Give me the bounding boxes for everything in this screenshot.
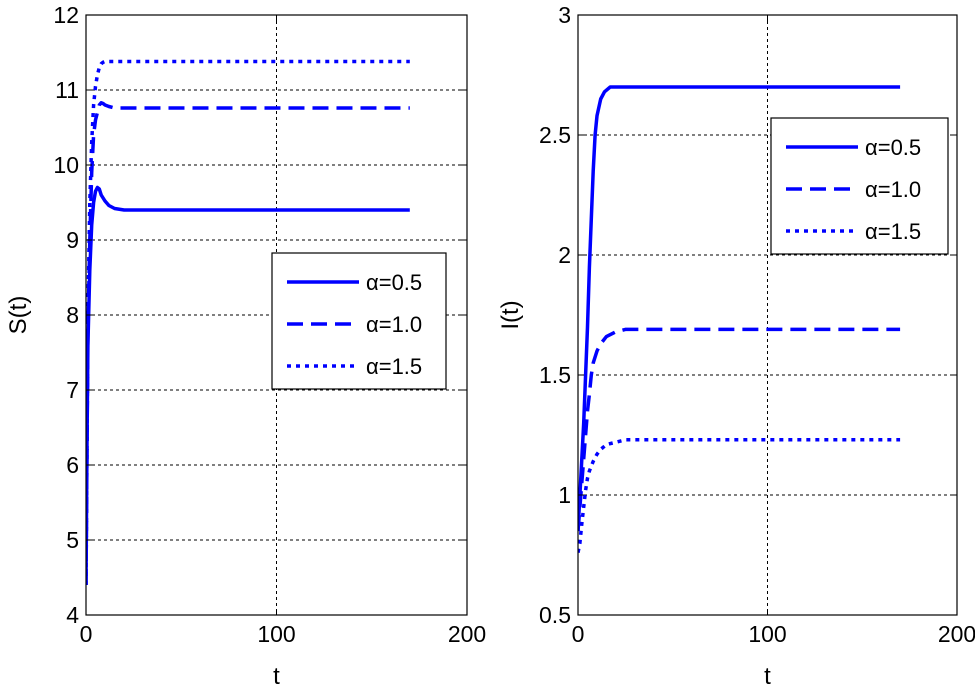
legend-label: α=0.5	[366, 270, 422, 295]
y-tick-label: 12	[53, 2, 79, 28]
chart-s-of-t: 0 100 200 4 5 6 7 8 9 10 11 12 t S(t) α=0.5 α=1.0 α=1.5	[5, 2, 486, 690]
legend: α=0.5 α=1.0 α=1.5	[271, 252, 447, 390]
y-tick-label: 4	[66, 602, 79, 628]
x-tick-label: 100	[257, 621, 295, 647]
legend-box	[271, 252, 447, 390]
series-line-dashed	[578, 327, 901, 532]
legend: α=0.5 α=1.0 α=1.5	[770, 117, 949, 255]
y-tick-label: 3	[558, 2, 571, 28]
legend-box	[770, 117, 949, 255]
legend-label: α=1.0	[865, 177, 921, 202]
x-tick-label: 200	[938, 621, 975, 647]
y-tick-label: 9	[66, 227, 79, 253]
series-line-dashed	[86, 101, 410, 586]
y-tick-label: 10	[53, 152, 79, 178]
legend-label: α=1.5	[366, 354, 422, 379]
series-line-dotted	[86, 59, 410, 586]
x-tick-label: 200	[448, 621, 486, 647]
chart-i-of-t: 0 100 200 0.5 1 1.5 2 2.5 3 t I(t) α=0.5 α=1.0 α=1.5	[497, 2, 975, 690]
y-tick-label: 5	[66, 527, 79, 553]
y-tick-label: 0.5	[539, 602, 571, 628]
y-tick-label: 11	[55, 77, 79, 103]
x-axis-label: t	[764, 663, 771, 690]
legend-label: α=1.5	[865, 219, 921, 244]
y-axis-label: S(t)	[5, 296, 32, 335]
y-tick-label: 2	[558, 242, 571, 268]
series-line-dotted	[578, 438, 901, 553]
legend-label: α=0.5	[865, 135, 921, 160]
y-tick-label: 1	[558, 482, 571, 508]
x-tick-label: 0	[572, 621, 585, 647]
x-tick-label: 100	[748, 621, 786, 647]
legend-label: α=1.0	[366, 312, 422, 337]
y-tick-label: 8	[66, 302, 79, 328]
x-axis-label: t	[273, 663, 280, 690]
y-tick-label: 6	[66, 452, 79, 478]
y-tick-label: 1.5	[539, 362, 571, 388]
y-axis-label: I(t)	[497, 300, 524, 329]
x-tick-label: 0	[80, 621, 93, 647]
series-line-solid	[578, 85, 901, 532]
y-tick-label: 7	[66, 377, 79, 403]
y-tick-label: 2.5	[539, 122, 571, 148]
